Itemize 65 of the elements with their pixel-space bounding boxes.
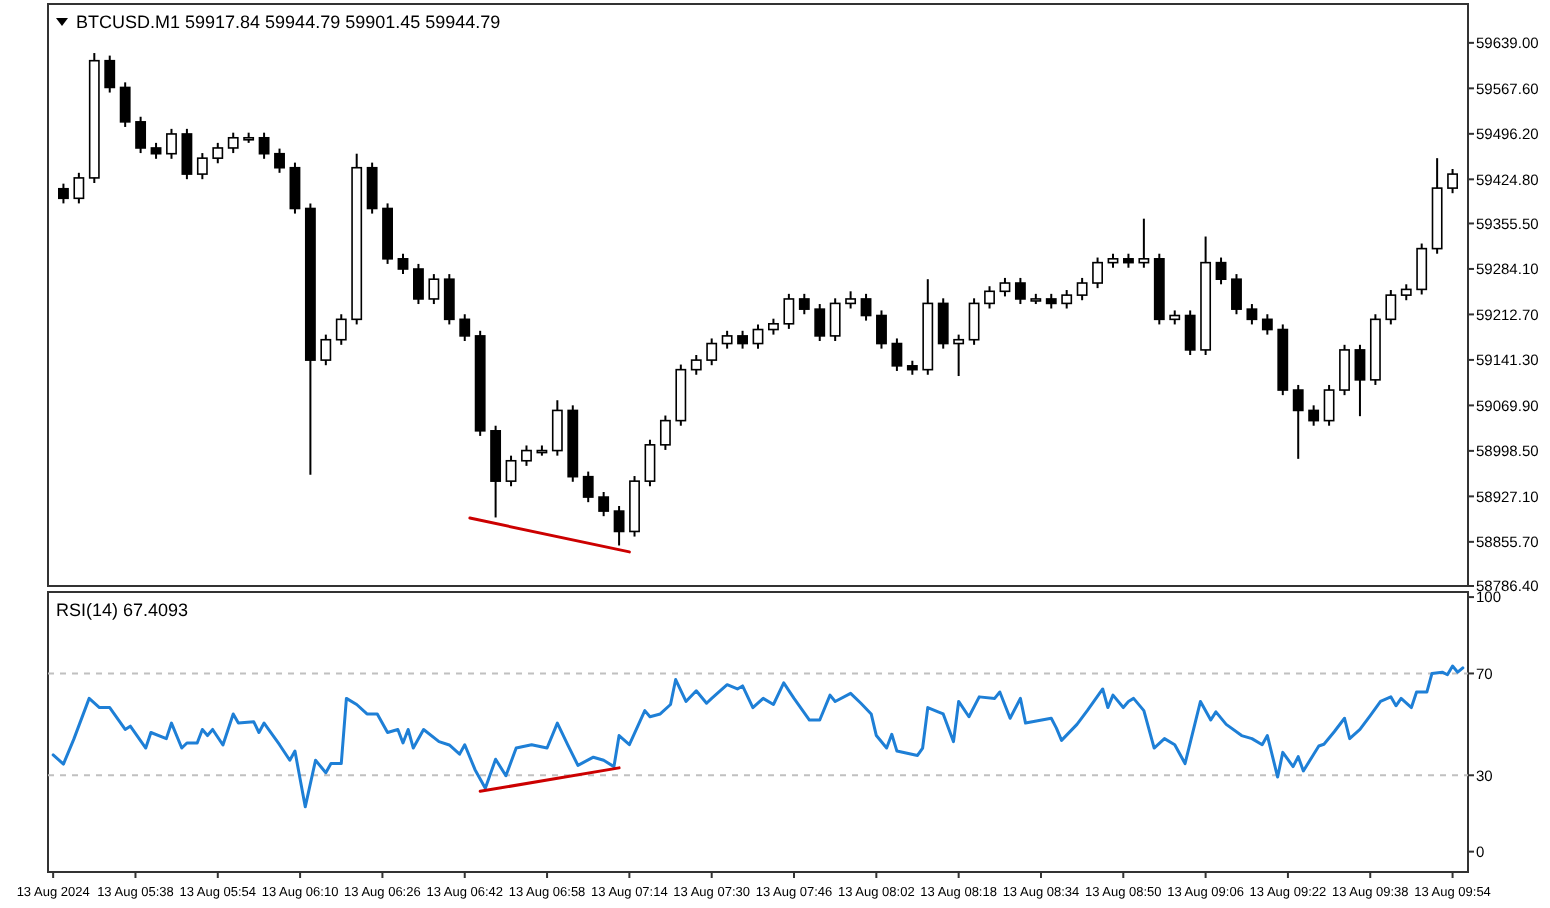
candlestick — [1339, 343, 1350, 397]
candlestick — [984, 285, 995, 310]
candlestick — [876, 309, 887, 350]
candlestick — [1076, 276, 1088, 302]
candlestick — [690, 354, 702, 376]
candlestick — [119, 81, 131, 128]
candlestick — [521, 444, 532, 467]
candlestick — [937, 297, 949, 350]
candlestick — [258, 131, 270, 160]
candlestick — [196, 152, 208, 181]
candlestick — [73, 171, 85, 205]
candlestick — [891, 337, 903, 372]
candlestick — [1354, 343, 1366, 418]
candlestick — [798, 292, 810, 316]
candlestick — [181, 127, 193, 181]
candlestick — [1323, 383, 1335, 427]
candlestick — [1231, 273, 1242, 316]
candlestick — [1138, 217, 1150, 269]
candlestick — [659, 414, 671, 451]
candlestick — [1416, 242, 1428, 296]
candlestick — [598, 490, 610, 518]
candlestick — [397, 252, 409, 276]
candlestick — [829, 297, 841, 342]
candlestick — [1014, 276, 1026, 306]
candlestick — [320, 333, 332, 367]
candlestick — [274, 147, 285, 174]
candlestick — [104, 54, 116, 94]
candlestick — [459, 313, 471, 342]
candlestick — [613, 504, 625, 547]
candlestick — [860, 292, 872, 322]
candlestick — [443, 273, 455, 326]
candlestick — [999, 276, 1011, 298]
candlestick — [413, 262, 424, 306]
text: RSI(14) 67.4093 — [56, 600, 189, 620]
candlestick — [1246, 303, 1258, 326]
candlestick — [551, 399, 563, 457]
candlestick — [58, 182, 69, 205]
candlestick — [1061, 289, 1073, 310]
candlestick — [335, 313, 347, 346]
candlestick — [968, 297, 980, 346]
candlestick — [783, 292, 795, 330]
candlestick — [1385, 289, 1397, 326]
candlestick — [953, 333, 965, 378]
candlestick — [227, 131, 239, 155]
text: BTCUSD.M1 59917.84 59944.79 59901.45 59944.79 — [76, 12, 501, 32]
candlestick — [1292, 383, 1304, 460]
candlestick — [505, 454, 517, 488]
candlestick — [814, 303, 826, 342]
candlestick — [1261, 313, 1273, 336]
candlestick — [289, 161, 301, 215]
candlestick — [1184, 309, 1196, 357]
candlestick — [135, 115, 147, 155]
candlestick — [1308, 404, 1320, 427]
candlestick — [366, 161, 378, 215]
candlestick — [752, 323, 764, 350]
candlestick — [582, 470, 594, 504]
candlestick — [428, 273, 440, 306]
candlestick — [212, 141, 224, 165]
candlestick — [706, 337, 718, 367]
candlestick — [1215, 256, 1227, 286]
candlestick — [166, 127, 177, 160]
line-series — [51, 664, 1465, 809]
candlestick — [1447, 167, 1458, 195]
candlestick — [644, 438, 656, 488]
candlestick — [1092, 256, 1103, 290]
